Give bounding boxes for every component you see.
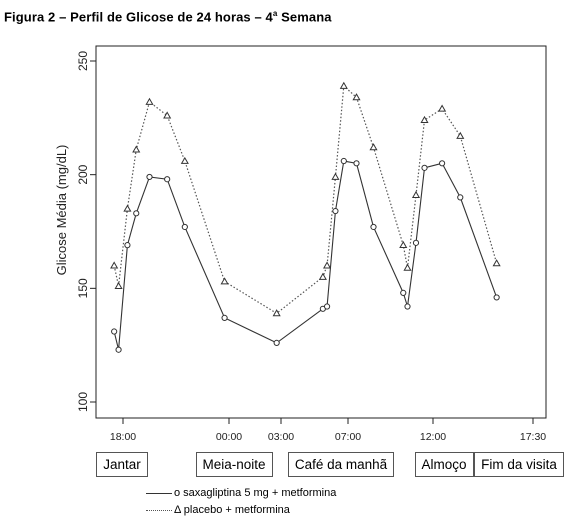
data-point-circle (221, 314, 228, 321)
data-point-circle (323, 303, 331, 310)
legend-label-placebo: Δ placebo + metformina (174, 504, 290, 516)
data-point-circle (164, 176, 171, 183)
data-point-triangle (323, 261, 332, 269)
legend-dotted-line (146, 509, 172, 511)
x-tick-label: 18:00 (110, 431, 136, 440)
data-point-circle (115, 346, 122, 353)
series-saxagliptina (111, 157, 500, 353)
data-point-triangle (399, 240, 408, 249)
data-point-triangle (114, 281, 123, 289)
x-tick-label: 03:00 (268, 431, 294, 440)
data-point-triangle (318, 272, 327, 280)
data-point-circle (146, 173, 153, 181)
data-point-triangle (456, 131, 465, 139)
glucose-profile-chart: 100 150 200 250 18:00 00:00 03:00 07:00 12:00 17… (54, 45, 547, 440)
series-layer (110, 81, 501, 353)
data-point-circle (493, 294, 500, 301)
y-tick-label: 200 (76, 164, 90, 184)
data-point-triangle (492, 259, 501, 267)
data-point-triangle (110, 261, 119, 269)
series-placebo (110, 81, 501, 317)
data-point-circle (340, 157, 347, 165)
meal-label-box: Café da manhã (288, 452, 394, 477)
data-point-circle (332, 207, 339, 215)
data-point-triangle (331, 172, 340, 180)
data-point-circle (400, 289, 407, 296)
data-point-circle (404, 303, 411, 310)
plot-border (95, 45, 547, 419)
legend-solid-line (146, 492, 172, 494)
data-point-triangle (420, 115, 429, 124)
data-point-circle (457, 194, 464, 201)
plot-frame (95, 45, 547, 419)
data-point-triangle (163, 111, 172, 119)
legend-item-saxagliptina: o saxagliptina 5 mg + metformina (146, 487, 336, 499)
y-axis-label: Glicose Média (mg/dL) (54, 145, 69, 276)
y-tick-label: 100 (76, 392, 90, 412)
data-point-circle (421, 164, 428, 171)
y-tick-label: 250 (76, 51, 90, 71)
legend-item-placebo: Δ placebo + metformina (146, 504, 290, 516)
x-axis: 18:00 00:00 03:00 07:00 12:00 17:30 (110, 418, 546, 440)
data-point-triangle (352, 93, 361, 101)
meal-label-box: Fim da visita (474, 452, 564, 477)
data-point-circle (438, 160, 446, 167)
data-point-circle (111, 328, 118, 335)
x-tick-label: 00:00 (216, 431, 242, 440)
data-point-circle (181, 223, 188, 231)
figure-title: Figura 2 – Perfil de Glicose de 24 horas… (4, 9, 332, 25)
meal-label-box: Jantar (96, 452, 148, 477)
x-tick-label: 12:00 (420, 431, 446, 440)
data-point-triangle (438, 104, 447, 112)
data-point-circle (133, 210, 140, 217)
meal-label-box: Meia-noite (195, 452, 273, 477)
data-point-triangle (403, 263, 412, 271)
data-point-triangle (220, 277, 229, 285)
data-point-triangle (180, 156, 189, 164)
y-tick-label: 150 (76, 278, 90, 298)
data-point-circle (273, 339, 280, 346)
data-point-triangle (272, 309, 281, 317)
data-point-triangle (339, 81, 348, 89)
x-tick-label: 07:00 (335, 431, 361, 440)
x-tick-label: 17:30 (520, 431, 546, 440)
series-line (113, 84, 498, 315)
data-point-circle (353, 160, 360, 167)
data-point-triangle (369, 143, 378, 151)
data-point-circle (370, 223, 377, 231)
series-line (113, 160, 498, 350)
y-axis: 100 150 200 250 (76, 51, 96, 412)
data-point-circle (412, 239, 420, 246)
data-point-circle (124, 242, 131, 249)
data-point-triangle (411, 190, 421, 199)
meal-label-box: Almoço (414, 452, 474, 477)
legend-label-saxagliptina: o saxagliptina 5 mg + metformina (174, 487, 337, 499)
data-point-triangle (145, 97, 154, 105)
data-point-triangle (132, 145, 141, 153)
data-point-triangle (123, 204, 132, 212)
